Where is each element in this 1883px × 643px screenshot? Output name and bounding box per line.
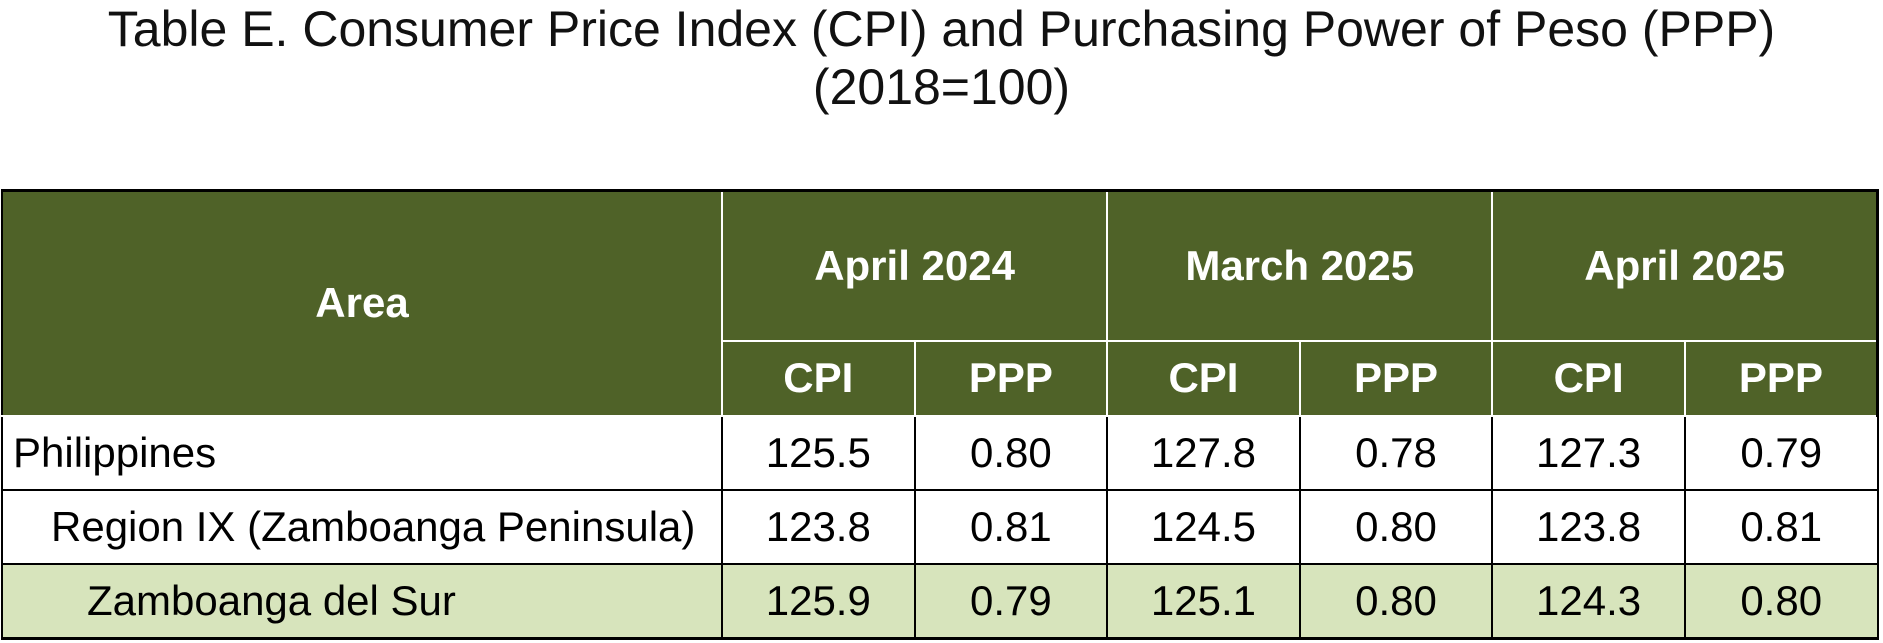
- value-cell: 0.80: [1683, 562, 1879, 640]
- title: Table E. Consumer Price Index (CPI) and …: [0, 0, 1883, 116]
- table-body: Philippines 125.5 0.80 127.8 0.78 127.3 0.79 Re…: [1, 414, 1879, 640]
- value-cell: 123.8: [721, 488, 916, 565]
- subheader: PPP: [1298, 339, 1494, 417]
- value-cell: 124.5: [1106, 488, 1301, 565]
- period-header: April 2025: [1491, 189, 1880, 342]
- cpi-table: Area April 2024 March 2025 April 2025 CPI P…: [1, 189, 1880, 640]
- subheader: CPI: [721, 339, 916, 417]
- value-cell: 0.81: [1683, 488, 1879, 565]
- subheader: CPI: [1106, 339, 1301, 417]
- period-header: April 2024: [720, 189, 1109, 342]
- area-header: Area: [1, 189, 723, 417]
- value-cell: 125.5: [721, 414, 916, 491]
- table-row: Region IX (Zamboanga Peninsula) 123.8 0.81…: [1, 488, 1879, 565]
- area-name: Philippines: [1, 414, 723, 491]
- value-cell: 0.81: [913, 488, 1109, 565]
- value-cell: 124.3: [1491, 562, 1686, 640]
- value-cell: 0.80: [1298, 562, 1494, 640]
- subheader-row: CPI PPP CPI PPP CPI PPP: [2, 339, 1879, 417]
- value-cell: 0.80: [913, 414, 1109, 491]
- value-cell: 0.80: [1298, 488, 1494, 565]
- value-cell: 127.8: [1106, 414, 1301, 491]
- area-name: Zamboanga del Sur: [1, 562, 723, 640]
- header-row: Area April 2024 March 2025 April 2025: [1, 189, 1880, 417]
- value-cell: 123.8: [1491, 488, 1686, 565]
- value-cell: 125.9: [721, 562, 916, 640]
- period-header: March 2025: [1106, 189, 1494, 342]
- subheader: PPP: [1683, 339, 1879, 417]
- value-cell: 127.3: [1491, 414, 1686, 491]
- title-line: (2018=100): [812, 59, 1071, 115]
- value-cell: 0.79: [913, 562, 1109, 640]
- value-cell: 0.78: [1298, 414, 1494, 491]
- subheader: CPI: [1491, 339, 1686, 417]
- table-row: Zamboanga del Sur 125.9 0.79 125.1 0.80 124.3…: [1, 562, 1879, 640]
- title-line: Table E. Consumer Price Index (CPI) and …: [107, 1, 1776, 57]
- value-cell: 0.79: [1683, 414, 1879, 491]
- area-name: Region IX (Zamboanga Peninsula): [1, 488, 723, 565]
- table-row: Philippines 125.5 0.80 127.8 0.78 127.3 0.79: [1, 414, 1879, 491]
- value-cell: 125.1: [1106, 562, 1301, 640]
- subheader: PPP: [913, 339, 1109, 417]
